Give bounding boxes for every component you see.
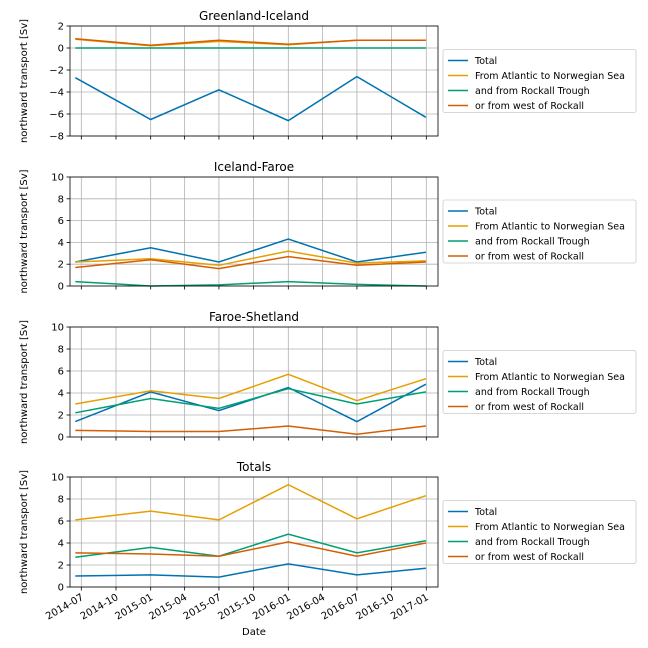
- legend-label: and from Rockall Trough: [475, 537, 590, 548]
- legend: Total From Atlantic to Norwegian Sea and f…: [442, 199, 637, 264]
- x-axis-label: Date: [242, 627, 266, 638]
- legend-label: Total: [474, 357, 497, 368]
- panel-title: Greenland-Iceland: [199, 9, 309, 23]
- y-tick-label: 8: [58, 495, 64, 506]
- y-tick-label: 10: [51, 473, 64, 484]
- legend: Total From Atlantic to Norwegian Sea and f…: [442, 350, 637, 414]
- legend-label: or from west of Rockall: [475, 552, 584, 563]
- y-tick-label: −8: [49, 132, 64, 143]
- x-tick-label: 2015-10: [216, 592, 258, 622]
- y-axis-label: northward transport [Sv]: [19, 320, 30, 444]
- legend-label: From Atlantic to Norwegian Sea: [475, 522, 625, 533]
- series-line-and-from-rockall-trough: [75, 387, 427, 414]
- panel-3: 0 2 4 6 8 10 Totals northward transport [Sv] Tot…: [19, 460, 637, 594]
- x-tick-label: 2016-07: [320, 592, 362, 622]
- legend: Total From Atlantic to Norwegian Sea and f…: [442, 500, 637, 564]
- legend-label: or from west of Rockall: [475, 252, 584, 263]
- series-line-and-from-rockall-trough: [75, 280, 426, 287]
- y-axis-label: northward transport [Sv]: [19, 19, 30, 143]
- legend-label: or from west of Rockall: [475, 101, 584, 112]
- x-tick-label: 2014-07: [44, 592, 86, 622]
- y-tick-label: 0: [58, 433, 64, 444]
- y-tick-label: 0: [58, 583, 64, 594]
- y-tick-label: −4: [49, 88, 64, 99]
- y-axis-label: northward transport [Sv]: [19, 470, 30, 594]
- legend-box: [442, 500, 637, 564]
- axes-frame: [69, 176, 439, 287]
- series-line-total: [75, 238, 427, 263]
- axes-frame: [69, 476, 439, 588]
- y-tick-label: −6: [49, 110, 64, 121]
- series-line-or-from-west-of-rockall: [75, 255, 426, 270]
- y-tick-label: 4: [58, 389, 64, 400]
- y-tick-label: 6: [58, 517, 64, 528]
- y-tick-label: 10: [51, 173, 64, 184]
- y-tick-label: 8: [58, 194, 64, 205]
- series-line-from-atlantic-to-norwegian-sea: [75, 483, 427, 521]
- panel-title: Iceland-Faroe: [214, 160, 294, 174]
- series-line-from-atlantic-to-norwegian-sea: [75, 250, 426, 267]
- y-tick-label: 2: [58, 561, 64, 572]
- axes-frame: [69, 326, 439, 438]
- axes-frame: [69, 25, 439, 137]
- legend-label: and from Rockall Trough: [475, 387, 590, 398]
- panel-0: −8 −6 −4 −2 0 2 Greenland-Iceland northward tra…: [19, 9, 637, 143]
- y-tick-label: 0: [58, 44, 64, 55]
- legend-box: [442, 49, 637, 113]
- panel-title: Faroe-Shetland: [209, 310, 299, 324]
- legend-label: and from Rockall Trough: [475, 86, 590, 97]
- y-tick-label: 2: [58, 22, 64, 33]
- x-tick-label: 2016-04: [285, 592, 327, 622]
- series-line-or-from-west-of-rockall: [75, 37, 426, 47]
- series-line-or-from-west-of-rockall: [75, 541, 427, 557]
- x-tick-label: 2016-10: [354, 592, 396, 622]
- x-tick-label: 2015-04: [147, 592, 189, 622]
- series-line-total: [75, 563, 426, 578]
- x-tick-label: 2016-01: [251, 592, 293, 622]
- series-line-and-from-rockall-trough: [75, 533, 427, 559]
- legend-label: or from west of Rockall: [475, 402, 584, 413]
- series-line-from-atlantic-to-norwegian-sea: [75, 373, 427, 405]
- y-tick-label: 0: [58, 282, 64, 293]
- series-line-total: [74, 75, 427, 122]
- y-tick-label: 2: [58, 411, 64, 422]
- legend: Total From Atlantic to Norwegian Sea and f…: [442, 49, 637, 113]
- legend-box: [442, 199, 637, 264]
- y-tick-label: 6: [58, 216, 64, 227]
- legend-box: [442, 350, 637, 414]
- legend-label: From Atlantic to Norwegian Sea: [475, 222, 625, 233]
- y-tick-label: 6: [58, 367, 64, 378]
- panel-2: 0 2 4 6 8 10 Faroe-Shetland northward transport…: [19, 310, 637, 444]
- x-tick-label: 2014-10: [79, 592, 121, 622]
- y-tick-label: 2: [58, 260, 64, 271]
- y-tick-label: 10: [51, 323, 64, 334]
- y-tick-label: 8: [58, 345, 64, 356]
- y-tick-label: 4: [58, 238, 64, 249]
- legend-label: From Atlantic to Norwegian Sea: [475, 71, 625, 82]
- x-tick-label: 2015-07: [182, 592, 224, 622]
- y-axis-label: northward transport [Sv]: [19, 169, 30, 293]
- panel-title: Totals: [236, 460, 271, 474]
- panel-1: 0 2 4 6 8 10 Iceland-Faroe northward transport …: [19, 160, 637, 294]
- series-line-or-from-west-of-rockall: [75, 425, 426, 436]
- y-tick-label: 4: [58, 539, 64, 550]
- x-tick-label: 2015-01: [113, 592, 155, 622]
- y-tick-label: −2: [49, 66, 64, 77]
- legend-label: From Atlantic to Norwegian Sea: [475, 372, 625, 383]
- legend-label: Total: [474, 207, 497, 218]
- x-tick-label: 2017-01: [389, 592, 431, 622]
- legend-label: and from Rockall Trough: [475, 237, 590, 248]
- legend-label: Total: [474, 507, 497, 518]
- legend-label: Total: [474, 56, 497, 67]
